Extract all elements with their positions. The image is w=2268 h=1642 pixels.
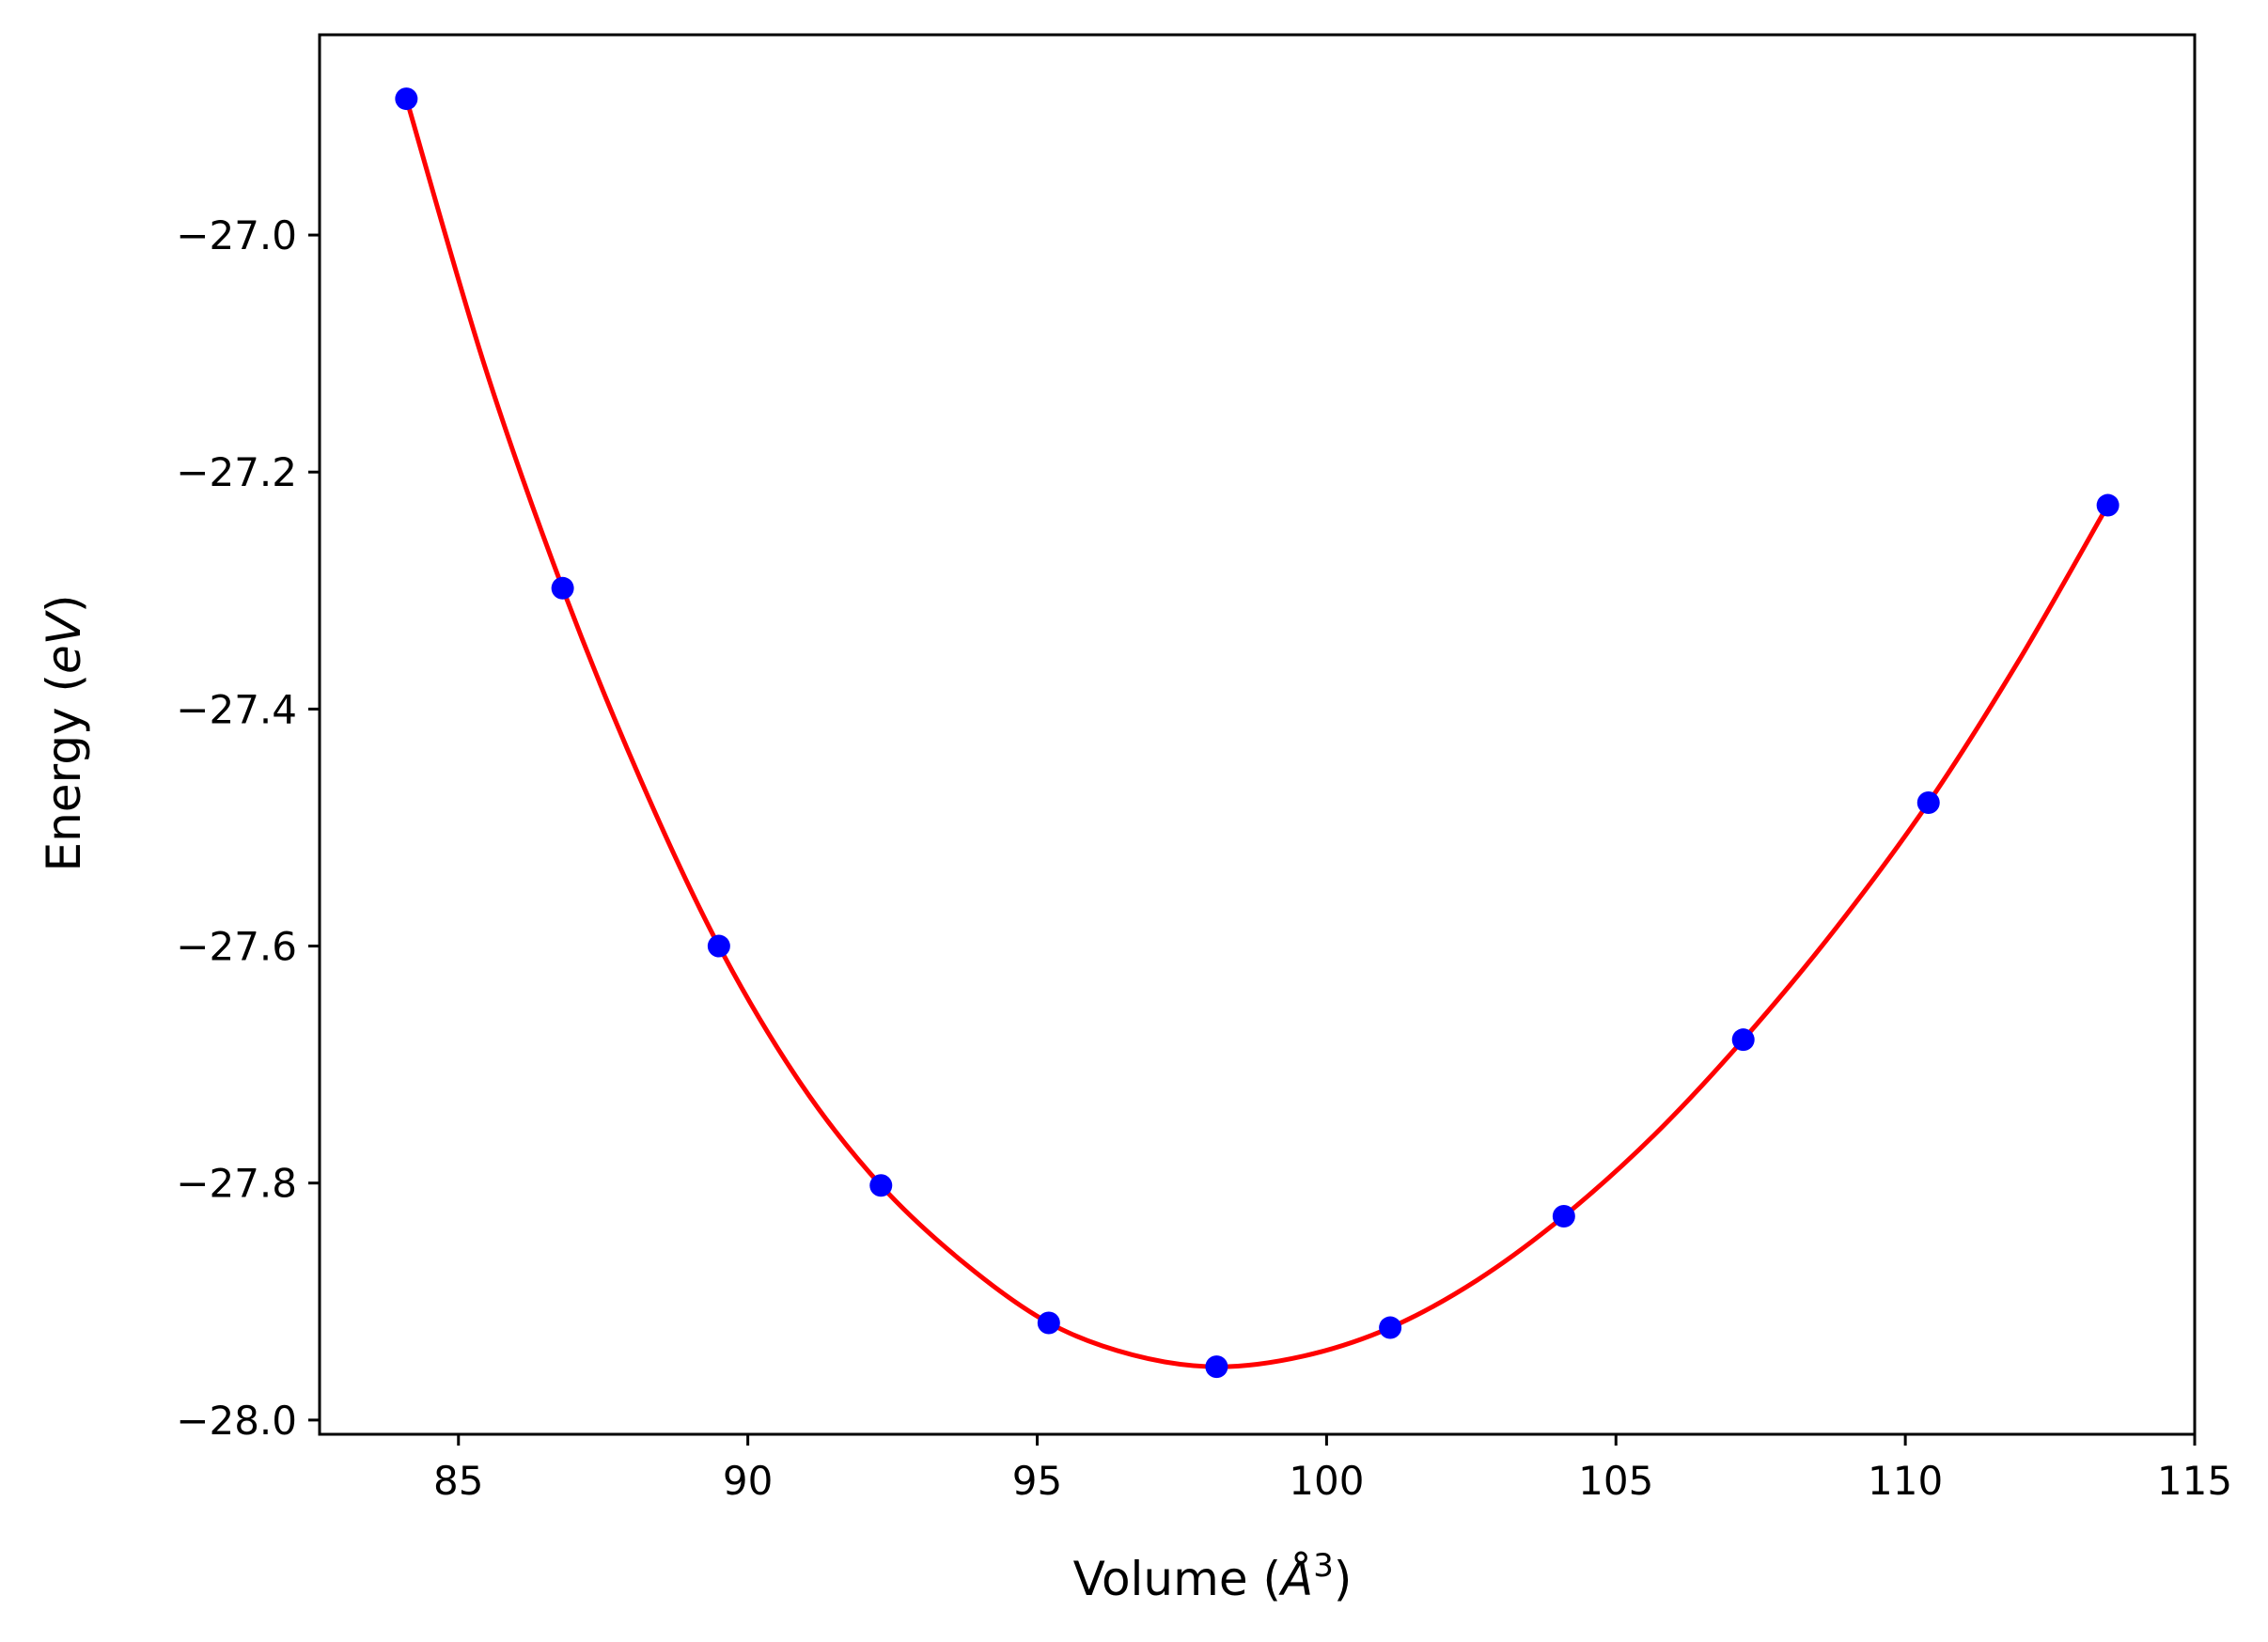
x-tick-label: 95 bbox=[1012, 1458, 1062, 1504]
x-axis-label-exponent: 3 bbox=[1313, 1547, 1334, 1585]
y-tick-label: −28.0 bbox=[176, 1398, 297, 1444]
data-point bbox=[1379, 1316, 1402, 1339]
data-point bbox=[1916, 791, 1940, 814]
x-tick-label: 110 bbox=[1868, 1458, 1943, 1504]
y-axis-label-prefix: Energy ( bbox=[37, 674, 91, 871]
data-point bbox=[2096, 493, 2119, 517]
x-axis-label-prefix: Volume ( bbox=[1073, 1552, 1281, 1606]
x-axis-label: Volume (Å3) bbox=[1073, 1547, 1353, 1606]
y-tick-label: −27.6 bbox=[176, 924, 297, 970]
fit-curve-layer bbox=[403, 98, 2110, 1369]
data-point bbox=[395, 87, 418, 111]
data-points-layer bbox=[395, 87, 2119, 1379]
x-axis-label-unit: Å bbox=[1278, 1552, 1313, 1606]
y-tick-label: −27.4 bbox=[176, 686, 297, 732]
data-point bbox=[869, 1174, 893, 1197]
x-tick-label: 90 bbox=[723, 1458, 773, 1504]
axes-frame bbox=[318, 33, 2197, 1436]
data-point bbox=[551, 576, 574, 600]
y-tick-label: −27.8 bbox=[176, 1161, 297, 1207]
y-axis-label: Energy (eV) bbox=[37, 595, 91, 872]
y-axis-label-unit: eV bbox=[37, 609, 91, 674]
data-point bbox=[1205, 1355, 1228, 1379]
x-tick-label: 85 bbox=[433, 1458, 483, 1504]
x-tick-label: 115 bbox=[2157, 1458, 2232, 1504]
y-axis-label-suffix: ) bbox=[37, 595, 91, 614]
y-axis-ticks: −28.0 −27.8 −27.6 −27.4 −27.2 −27.0 bbox=[176, 212, 320, 1444]
x-axis-label-suffix: ) bbox=[1334, 1552, 1353, 1606]
data-point bbox=[707, 934, 730, 958]
x-tick-label: 100 bbox=[1289, 1458, 1364, 1504]
x-axis-ticks: 85 90 95 100 105 110 115 bbox=[433, 1434, 2232, 1504]
y-tick-label: −27.2 bbox=[176, 449, 297, 495]
y-tick-label: −27.0 bbox=[176, 212, 297, 258]
data-point bbox=[1731, 1028, 1755, 1052]
plot-area bbox=[318, 33, 2197, 1436]
data-point bbox=[1552, 1205, 1575, 1228]
x-tick-label: 105 bbox=[1578, 1458, 1653, 1504]
data-point bbox=[1037, 1311, 1060, 1335]
fit-curve bbox=[403, 98, 2110, 1369]
